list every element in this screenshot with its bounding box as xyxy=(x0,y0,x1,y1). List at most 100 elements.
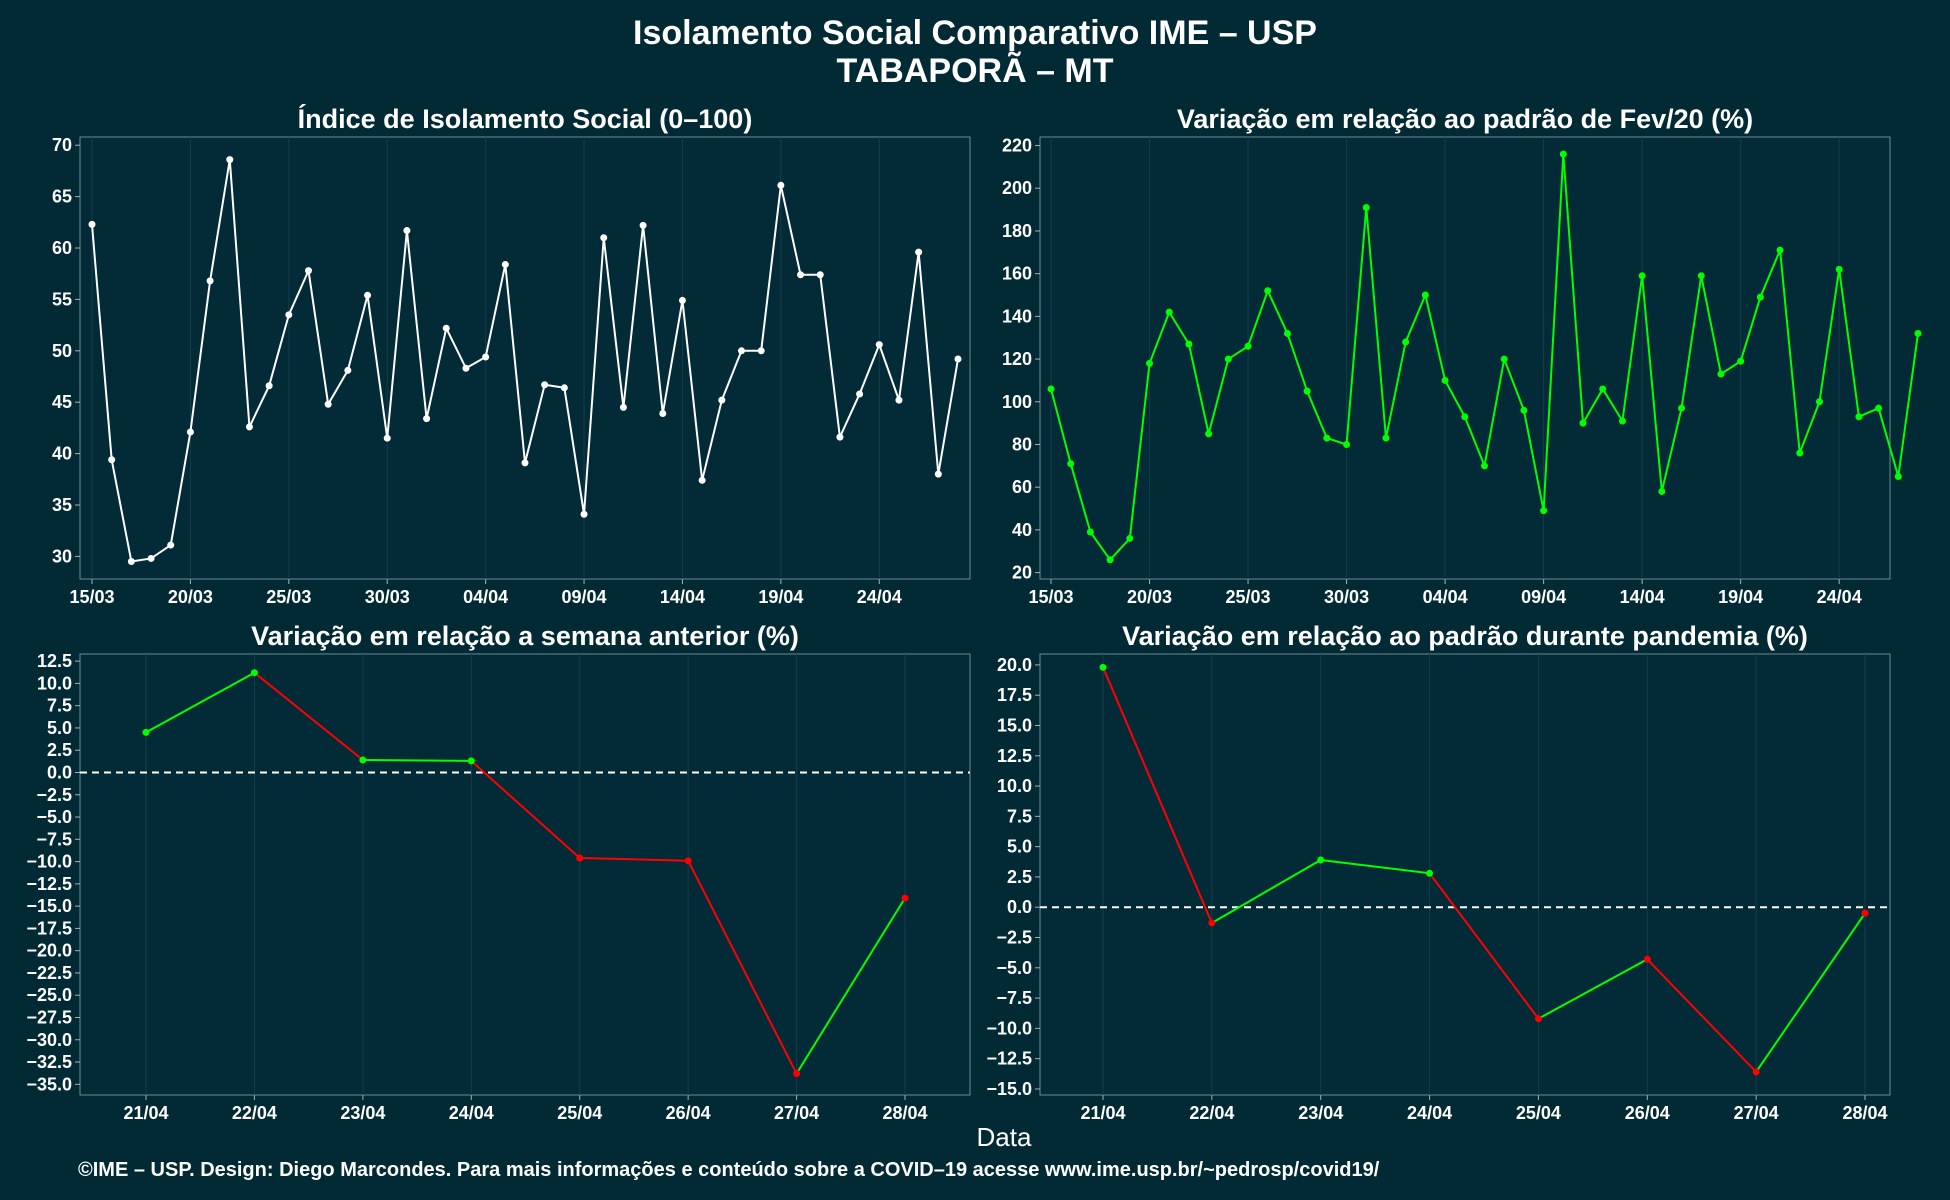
data-point xyxy=(901,894,909,902)
data-point xyxy=(265,382,273,390)
y-tick-label: 200 xyxy=(1002,178,1032,198)
y-tick-label: 50 xyxy=(52,341,72,361)
x-tick-label: 30/03 xyxy=(365,587,410,607)
series-segment xyxy=(687,860,798,1075)
data-point xyxy=(1323,434,1331,442)
data-point xyxy=(1835,265,1843,273)
series-segment xyxy=(1211,859,1322,924)
y-tick-label: −5.0 xyxy=(36,807,72,827)
data-point xyxy=(1264,287,1272,295)
y-tick-label: 60 xyxy=(52,238,72,258)
series-segment xyxy=(362,759,472,762)
series-segment xyxy=(579,857,689,862)
data-point xyxy=(1752,1068,1760,1076)
x-tick-label: 28/04 xyxy=(1842,1103,1887,1123)
data-point xyxy=(1861,909,1869,917)
data-point xyxy=(1737,357,1745,365)
y-tick-label: −2.5 xyxy=(36,785,72,805)
y-tick-label: 45 xyxy=(52,392,72,412)
x-tick-label: 09/04 xyxy=(562,587,607,607)
data-point xyxy=(108,456,116,464)
data-point xyxy=(757,347,765,355)
data-point xyxy=(619,403,627,411)
y-tick-label: −7.5 xyxy=(996,988,1032,1008)
data-point xyxy=(462,364,470,372)
data-point xyxy=(793,1070,801,1078)
y-tick-label: −12.5 xyxy=(26,874,72,894)
data-point xyxy=(1875,404,1883,412)
y-tick-label: 10.0 xyxy=(37,673,72,693)
data-point xyxy=(88,220,96,228)
data-point xyxy=(1126,534,1134,542)
data-point xyxy=(1244,342,1252,350)
y-tick-label: −20.0 xyxy=(26,941,72,961)
data-point xyxy=(127,558,135,566)
data-point xyxy=(1362,203,1370,211)
y-tick-label: 80 xyxy=(1012,434,1032,454)
data-point xyxy=(206,277,214,285)
data-point xyxy=(442,324,450,332)
data-point xyxy=(1047,385,1055,393)
data-point xyxy=(934,470,942,478)
y-tick-label: −17.5 xyxy=(26,918,72,938)
y-tick-label: 20 xyxy=(1012,563,1032,583)
data-point xyxy=(816,271,824,279)
y-tick-label: 7.5 xyxy=(1007,806,1032,826)
y-tick-label: −27.5 xyxy=(26,1007,72,1027)
data-point xyxy=(1303,387,1311,395)
data-point xyxy=(344,366,352,374)
y-tick-label: 60 xyxy=(1012,477,1032,497)
data-point xyxy=(167,541,175,549)
data-point xyxy=(1146,359,1154,367)
y-tick-label: −32.5 xyxy=(26,1052,72,1072)
x-tick-label: 04/04 xyxy=(1423,587,1468,607)
data-point xyxy=(501,260,509,268)
panel-variation-feb20: Variação em relação ao padrão de Fev/20 … xyxy=(1002,104,1922,607)
data-point xyxy=(1599,385,1607,393)
y-tick-label: −12.5 xyxy=(986,1049,1032,1069)
data-point xyxy=(142,728,150,736)
data-point xyxy=(639,221,647,229)
data-point xyxy=(1067,460,1075,468)
data-point xyxy=(1540,507,1548,515)
x-tick-label: 20/03 xyxy=(1127,587,1172,607)
data-point xyxy=(1208,919,1216,927)
x-tick-label: 24/04 xyxy=(1817,587,1862,607)
y-tick-label: 12.5 xyxy=(37,651,72,671)
plot-area xyxy=(79,653,971,1096)
y-tick-label: 0.0 xyxy=(1007,897,1032,917)
panel-title: Índice de Isolamento Social (0–100) xyxy=(298,103,753,134)
data-point xyxy=(698,476,706,484)
y-tick-label: −15.0 xyxy=(986,1079,1032,1099)
data-point xyxy=(1441,376,1449,384)
data-point xyxy=(1106,556,1114,564)
x-tick-label: 09/04 xyxy=(1521,587,1566,607)
data-point xyxy=(895,396,903,404)
series-segment xyxy=(795,897,906,1075)
data-point xyxy=(1815,398,1823,406)
data-point xyxy=(1481,462,1488,470)
series-segment xyxy=(1755,912,1866,1073)
x-tick-label: 20/03 xyxy=(168,587,213,607)
x-tick-label: 19/04 xyxy=(1718,587,1763,607)
data-point xyxy=(1402,338,1410,346)
data-point xyxy=(580,510,588,518)
x-tick-label: 21/04 xyxy=(123,1103,168,1123)
data-point xyxy=(659,410,667,418)
panel-title: Variação em relação a semana anterior (%… xyxy=(251,621,799,651)
x-tick-label: 04/04 xyxy=(463,587,508,607)
data-point xyxy=(797,271,805,279)
y-tick-label: −25.0 xyxy=(26,985,72,1005)
figure-subtitle: TABAPORÃ – MT xyxy=(836,52,1113,90)
x-tick-label: 23/04 xyxy=(1298,1103,1343,1123)
data-point xyxy=(521,459,529,467)
data-point xyxy=(1343,440,1351,448)
data-point xyxy=(541,381,549,389)
data-point xyxy=(1205,430,1213,438)
data-point xyxy=(777,181,785,189)
data-point xyxy=(1618,417,1626,425)
x-tick-label: 28/04 xyxy=(882,1103,927,1123)
series-segment xyxy=(1428,872,1540,1020)
